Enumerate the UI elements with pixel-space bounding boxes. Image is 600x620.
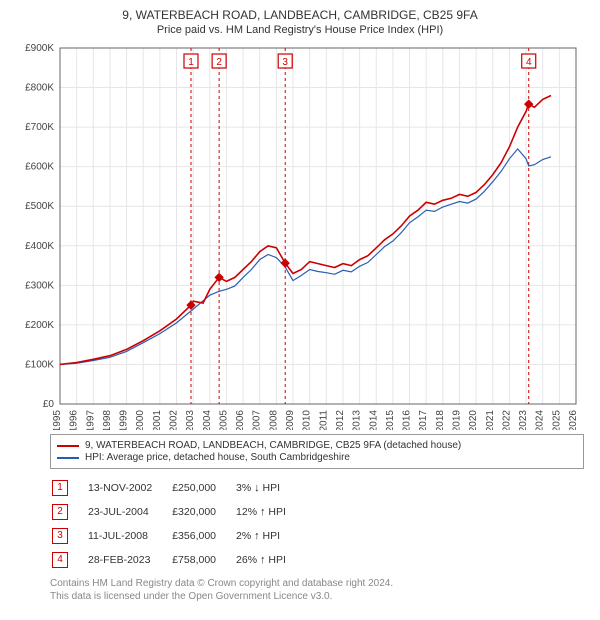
xtick-label: 2003 bbox=[185, 410, 196, 430]
footer-line-2: This data is licensed under the Open Gov… bbox=[50, 590, 584, 603]
transaction-price: £758,000 bbox=[172, 549, 234, 571]
legend-swatch bbox=[57, 457, 79, 459]
footer-line-1: Contains HM Land Registry data © Crown c… bbox=[50, 577, 584, 590]
xtick-label: 2009 bbox=[285, 410, 296, 430]
transaction-diff: 3% ↓ HPI bbox=[236, 477, 304, 499]
event-marker-number: 2 bbox=[216, 57, 222, 68]
legend-item: 9, WATERBEACH ROAD, LANDBEACH, CAMBRIDGE… bbox=[57, 440, 577, 451]
legend-label: 9, WATERBEACH ROAD, LANDBEACH, CAMBRIDGE… bbox=[85, 440, 461, 451]
xtick-label: 2007 bbox=[252, 410, 263, 430]
price-chart: £0 £100K £200K £300K £400K £500K £600K £700K £80… bbox=[10, 40, 590, 430]
ytick-label: £300K bbox=[25, 280, 54, 291]
ytick-label: £0 bbox=[43, 399, 55, 410]
xtick-label: 1998 bbox=[102, 410, 113, 430]
xtick-label: 1995 bbox=[52, 410, 63, 430]
xtick-label: 2000 bbox=[135, 410, 146, 430]
xtick-label: 2023 bbox=[518, 410, 529, 430]
xtick-label: 2008 bbox=[268, 410, 279, 430]
transaction-date: 11-JUL-2008 bbox=[88, 525, 170, 547]
legend: 9, WATERBEACH ROAD, LANDBEACH, CAMBRIDGE… bbox=[50, 434, 584, 469]
xtick-label: 2024 bbox=[535, 410, 546, 430]
event-marker-number: 3 bbox=[282, 57, 288, 68]
transaction-diff: 26% ↑ HPI bbox=[236, 549, 304, 571]
transaction-marker: 4 bbox=[52, 552, 68, 568]
ytick-label: £900K bbox=[25, 43, 54, 54]
xtick-label: 2010 bbox=[302, 410, 313, 430]
transaction-marker: 3 bbox=[52, 528, 68, 544]
event-marker-number: 1 bbox=[188, 57, 194, 68]
transaction-price: £356,000 bbox=[172, 525, 234, 547]
transaction-row: 3 11-JUL-2008£356,0002% ↑ HPI bbox=[52, 525, 304, 547]
transaction-price: £320,000 bbox=[172, 501, 234, 523]
xtick-label: 2005 bbox=[218, 410, 229, 430]
xtick-label: 2025 bbox=[551, 410, 562, 430]
ytick-label: £500K bbox=[25, 201, 54, 212]
transaction-diff: 12% ↑ HPI bbox=[236, 501, 304, 523]
xtick-label: 1996 bbox=[69, 410, 80, 430]
xtick-label: 2020 bbox=[468, 410, 479, 430]
legend-item: HPI: Average price, detached house, Sout… bbox=[57, 452, 577, 463]
footer-attribution: Contains HM Land Registry data © Crown c… bbox=[50, 577, 584, 603]
xtick-label: 2018 bbox=[435, 410, 446, 430]
transactions-table: 1 13-NOV-2002£250,0003% ↓ HPI 2 23-JUL-2004… bbox=[50, 475, 306, 573]
transaction-row: 2 23-JUL-2004£320,00012% ↑ HPI bbox=[52, 501, 304, 523]
ytick-label: £100K bbox=[25, 359, 54, 370]
xtick-label: 2013 bbox=[352, 410, 363, 430]
ytick-label: £700K bbox=[25, 122, 54, 133]
xtick-label: 2002 bbox=[169, 410, 180, 430]
legend-swatch bbox=[57, 445, 79, 447]
legend-label: HPI: Average price, detached house, Sout… bbox=[85, 452, 350, 463]
ytick-label: £800K bbox=[25, 83, 54, 94]
transaction-diff: 2% ↑ HPI bbox=[236, 525, 304, 547]
transaction-date: 13-NOV-2002 bbox=[88, 477, 170, 499]
xtick-label: 2011 bbox=[318, 410, 329, 430]
transaction-price: £250,000 bbox=[172, 477, 234, 499]
xtick-label: 2001 bbox=[152, 410, 163, 430]
xtick-label: 2017 bbox=[418, 410, 429, 430]
xtick-label: 1999 bbox=[119, 410, 130, 430]
transaction-marker: 1 bbox=[52, 480, 68, 496]
ytick-label: £400K bbox=[25, 241, 54, 252]
transaction-date: 23-JUL-2004 bbox=[88, 501, 170, 523]
xtick-label: 2022 bbox=[501, 410, 512, 430]
xtick-label: 2021 bbox=[485, 410, 496, 430]
xtick-label: 2019 bbox=[451, 410, 462, 430]
page-subtitle: Price paid vs. HM Land Registry's House … bbox=[8, 24, 592, 36]
transaction-row: 4 28-FEB-2023£758,00026% ↑ HPI bbox=[52, 549, 304, 571]
xtick-label: 2004 bbox=[202, 410, 213, 430]
ytick-label: £600K bbox=[25, 162, 54, 173]
xtick-label: 1997 bbox=[85, 410, 96, 430]
chart-svg: £0 £100K £200K £300K £400K £500K £600K £700K £80… bbox=[10, 40, 590, 430]
xtick-label: 2006 bbox=[235, 410, 246, 430]
xtick-label: 2015 bbox=[385, 410, 396, 430]
xtick-label: 2016 bbox=[402, 410, 413, 430]
transaction-date: 28-FEB-2023 bbox=[88, 549, 170, 571]
xtick-label: 2014 bbox=[368, 410, 379, 430]
xtick-label: 2026 bbox=[568, 410, 579, 430]
transaction-marker: 2 bbox=[52, 504, 68, 520]
xtick-label: 2012 bbox=[335, 410, 346, 430]
transaction-row: 1 13-NOV-2002£250,0003% ↓ HPI bbox=[52, 477, 304, 499]
event-marker-number: 4 bbox=[526, 57, 532, 68]
ytick-label: £200K bbox=[25, 320, 54, 331]
page-title: 9, WATERBEACH ROAD, LANDBEACH, CAMBRIDGE… bbox=[8, 8, 592, 22]
